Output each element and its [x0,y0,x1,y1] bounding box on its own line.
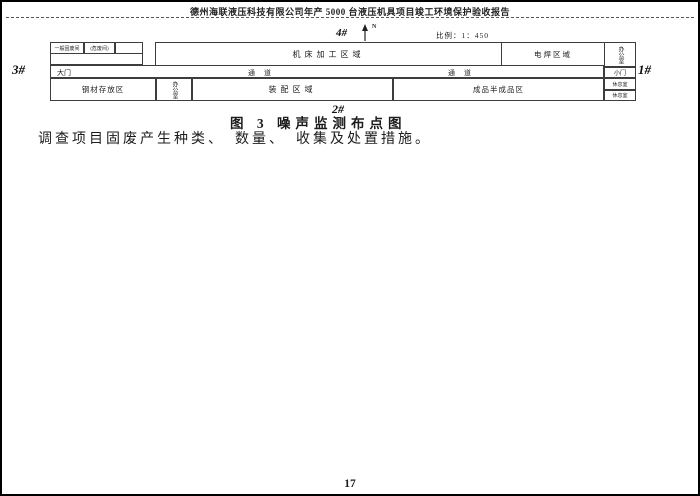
main-gate-label: 大门 [57,69,71,77]
north-label: N [372,24,377,30]
north-arrow-icon [362,24,368,41]
rest-room-top: 休息室 [604,78,636,90]
hazardous-waste-room: (危废间) [84,42,115,54]
noise-point-4-marker: 4# [336,27,347,39]
office-middle: 办公室 [156,78,192,101]
corridor-band: 大门 通 道 通 道 [50,65,604,78]
figure-caption: 图 3 噪声监测布点图 [230,116,407,131]
corridor-label-right: 通 道 [448,69,472,77]
rest-room-bottom: 休息室 [604,90,636,101]
body-paragraph: 调查项目固废产生种类、 数量、 收集及处置措施。 [38,132,432,147]
page-number: 17 [344,478,356,490]
noise-point-3-marker: 3# [12,62,25,77]
noise-point-1-marker: 1# [638,62,651,77]
general-waste-room: 一般固废间 [50,42,84,54]
assembly-area: 装配区域 [192,78,393,101]
empty-cell [115,42,143,54]
header-divider [6,17,694,18]
scale-label: 比例：1：450 [436,31,489,40]
report-header-title: 德州海联液压科技有限公司年产 5000 台液压机具项目竣工环境保护验收报告 [189,7,510,17]
noise-point-2-marker: 2# [332,102,344,116]
machine-processing-area: 机床加工区域 [155,42,502,66]
small-gate: 小门 [604,67,636,78]
welding-area: 电焊区域 [501,42,605,66]
steel-storage-area: 钢材存放区 [50,78,156,101]
office-top-right-label: 办公室 [617,45,623,64]
office-middle-label: 办公室 [171,80,177,99]
office-top-right: 办公室 [604,42,636,67]
corridor-label-left: 通 道 [248,69,272,77]
finished-products-area: 成品半成品区 [393,78,604,101]
